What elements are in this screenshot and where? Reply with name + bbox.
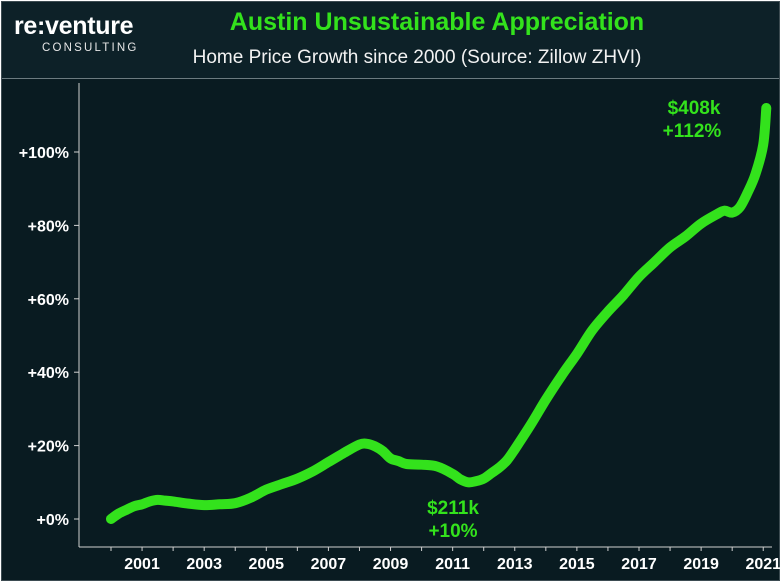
annotation-low-pct: +10% — [428, 521, 477, 542]
x-tick-label: 2011 — [435, 556, 470, 573]
annotation-high-pct: +112% — [663, 121, 722, 142]
company-logo: re:venture — [14, 12, 134, 40]
x-tick-label: 2019 — [683, 556, 719, 573]
header-bar: re:venture CONSULTING Austin Unsustainab… — [2, 2, 779, 79]
x-tick-label: 2003 — [186, 556, 222, 573]
x-tick-label: 2001 — [124, 556, 160, 573]
x-tick-label: 2013 — [497, 556, 533, 573]
x-tick-label: 2017 — [621, 556, 657, 573]
y-tick-label: +100% — [19, 145, 69, 162]
chart-title: Austin Unsustainable Appreciation — [229, 8, 645, 36]
y-tick-label: +60% — [28, 292, 69, 309]
y-tick-label: +40% — [28, 365, 69, 382]
y-tick-label: +20% — [28, 439, 69, 456]
x-tick-label: 2005 — [248, 556, 284, 573]
y-tick-label: +0% — [37, 512, 69, 529]
series-line — [106, 103, 772, 524]
company-logo-subtitle: CONSULTING — [42, 42, 139, 54]
x-tick-label: 2009 — [373, 556, 409, 573]
chart-subtitle: Home Price Growth since 2000 (Source: Zi… — [192, 47, 642, 68]
y-tick-label: +80% — [28, 218, 69, 235]
x-tick-label: 2021 — [745, 556, 781, 573]
annotation-high-value: $408k — [668, 98, 721, 119]
x-tick-label: 2007 — [311, 556, 347, 573]
annotation-low-value: $211k — [427, 498, 479, 519]
x-tick-label: 2015 — [559, 556, 595, 573]
